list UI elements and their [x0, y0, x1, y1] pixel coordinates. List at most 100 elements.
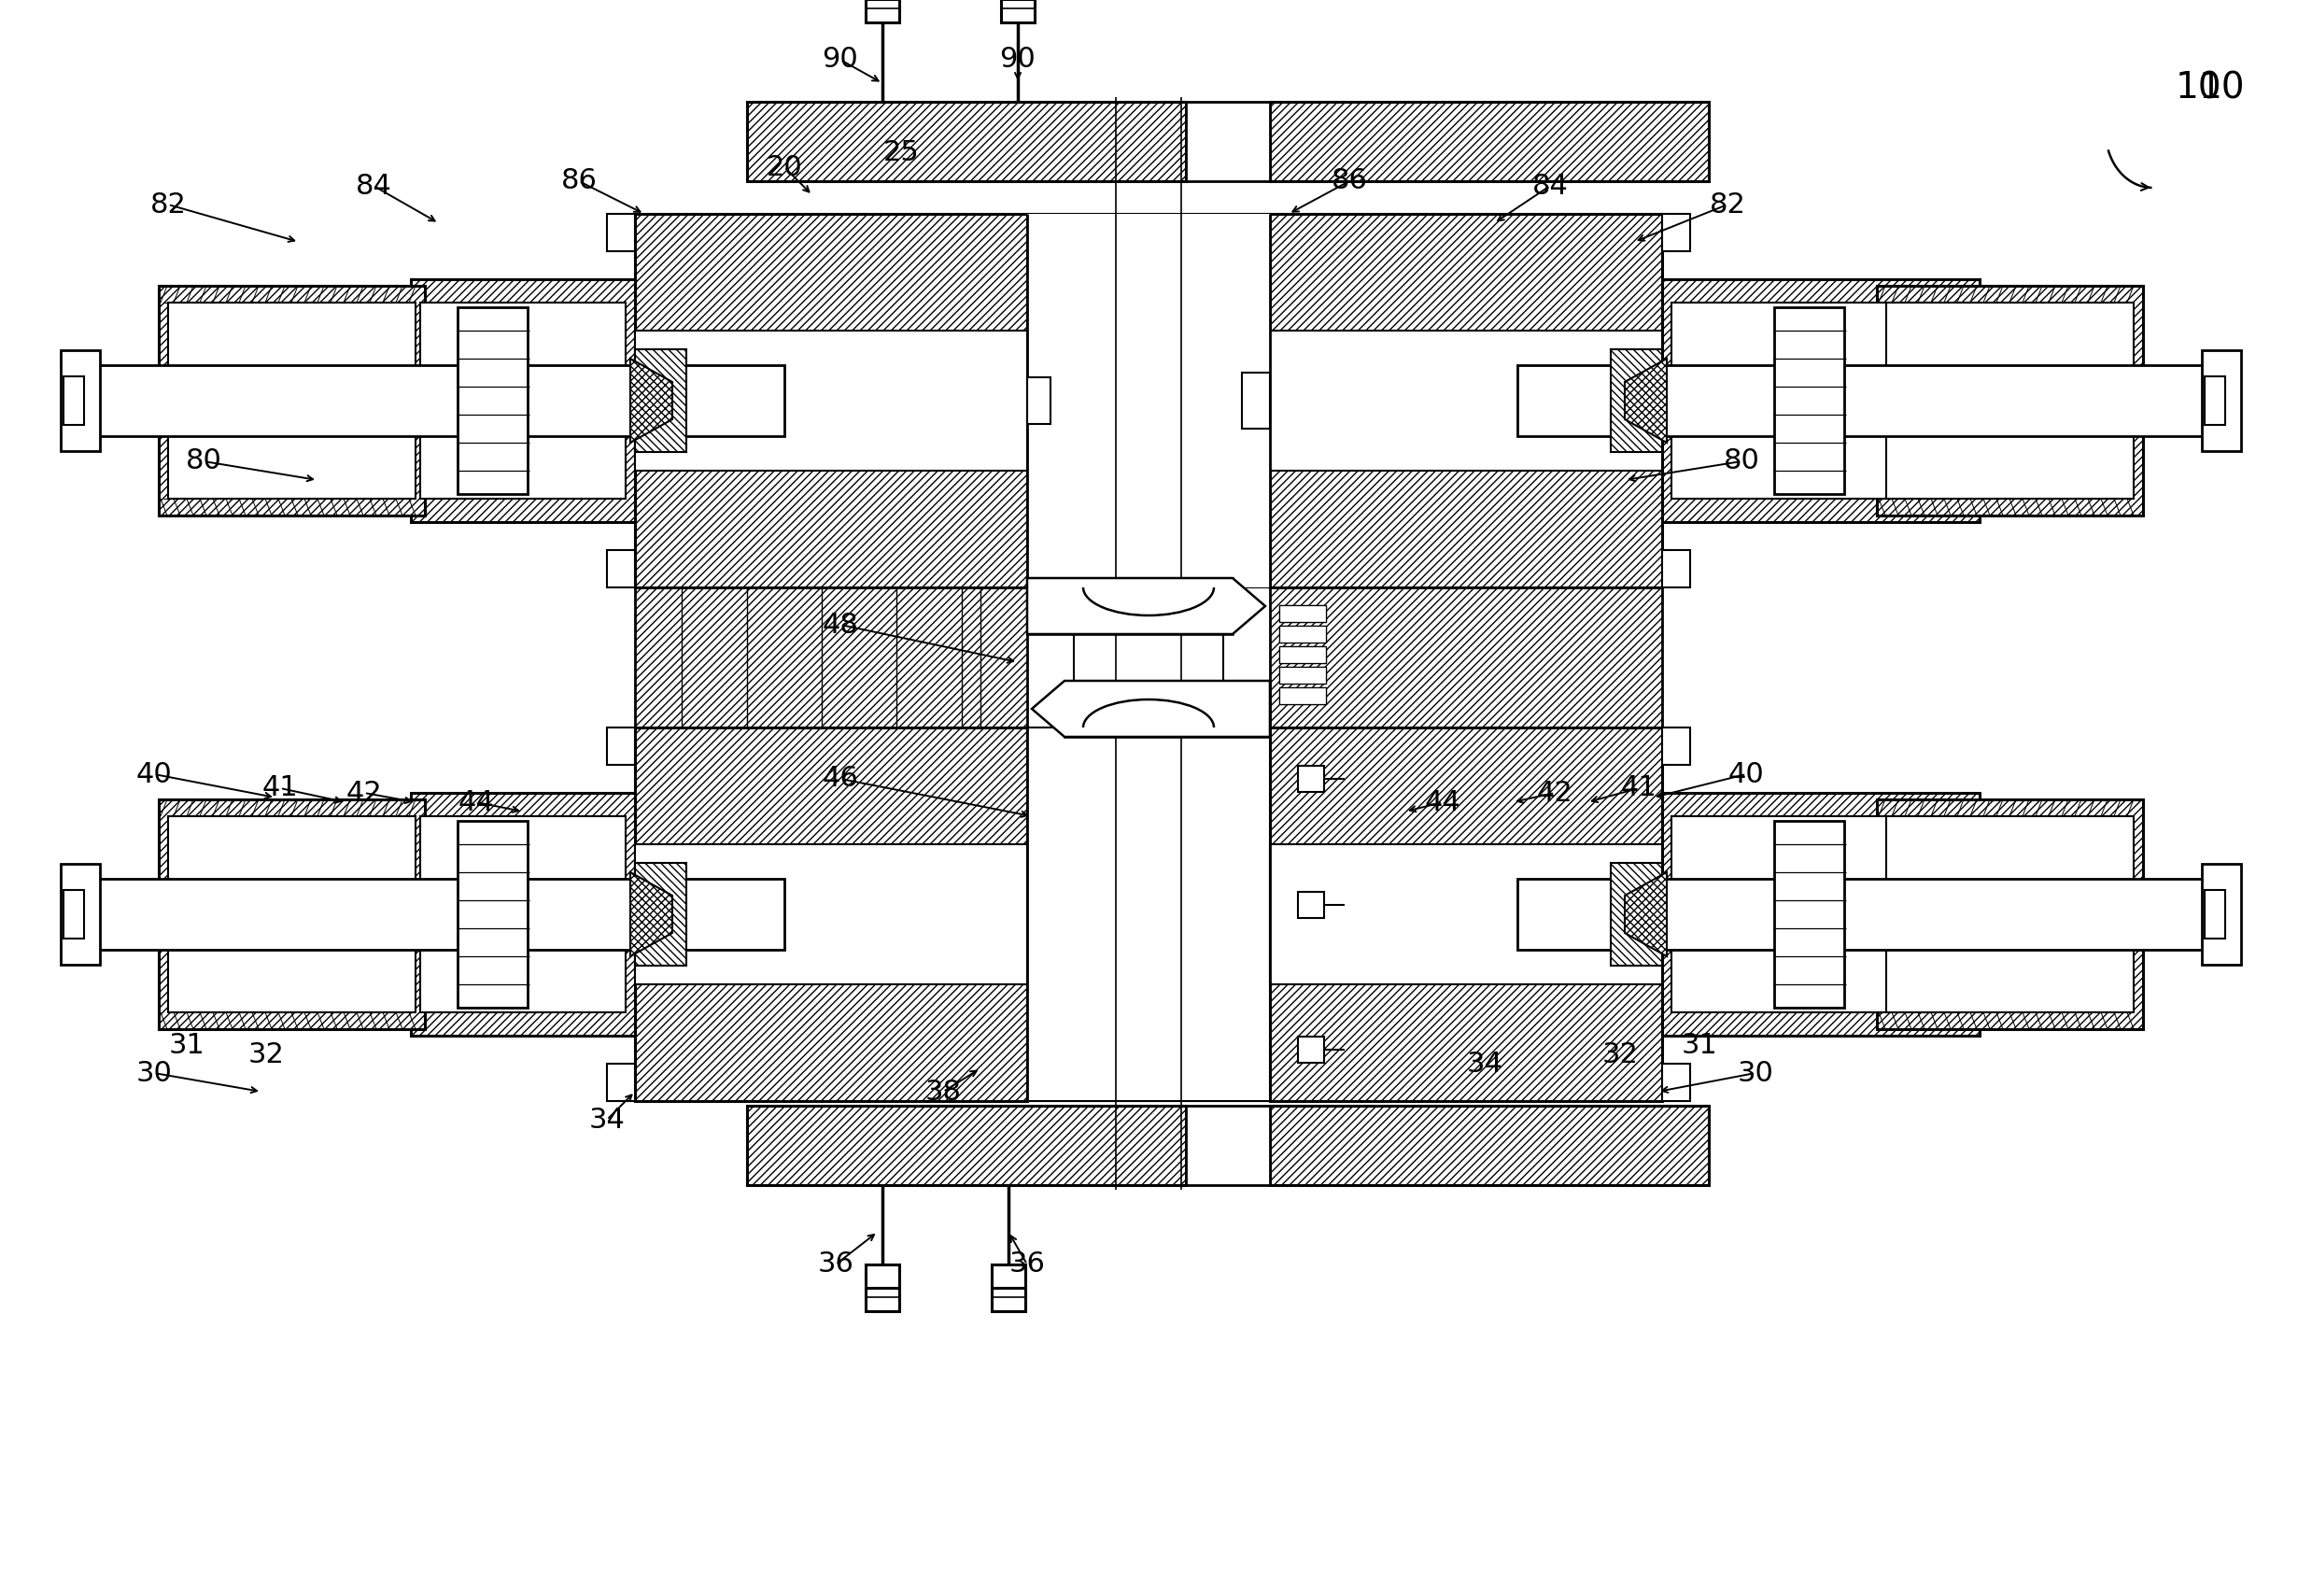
Bar	[94, 879, 784, 950]
Bar	[1611, 863, 1661, 966]
Bar	[634, 863, 687, 966]
Text: 90: 90	[823, 46, 859, 73]
Bar	[1073, 587, 1223, 728]
Text: 86: 86	[1331, 168, 1367, 195]
Bar	[1671, 816, 1969, 1012]
Bar	[457, 820, 529, 1007]
Bar	[1027, 728, 1271, 1101]
Text: 32: 32	[1602, 1041, 1638, 1068]
Bar	[1280, 646, 1326, 662]
Polygon shape	[607, 214, 634, 251]
Text: 80: 80	[1724, 448, 1760, 476]
Bar	[1517, 365, 2208, 436]
Bar	[64, 891, 85, 938]
Bar	[1027, 377, 1050, 425]
Text: 40: 40	[136, 761, 172, 788]
Bar	[1298, 1037, 1324, 1063]
Polygon shape	[1625, 359, 1666, 442]
Bar	[1271, 587, 1661, 728]
Bar	[634, 587, 1027, 728]
Text: 48: 48	[823, 611, 859, 638]
Text: 41: 41	[262, 774, 299, 801]
Bar	[1280, 667, 1326, 683]
Bar	[1280, 626, 1326, 643]
Bar	[1280, 646, 1326, 662]
Bar	[1186, 102, 1271, 182]
Bar	[1027, 578, 1232, 634]
Text: 84: 84	[356, 172, 391, 200]
Polygon shape	[607, 551, 634, 587]
Text: 84: 84	[1533, 172, 1567, 200]
Text: 82: 82	[149, 192, 186, 219]
Text: 36: 36	[818, 1251, 855, 1278]
Bar	[411, 793, 634, 1036]
Bar	[634, 214, 1027, 587]
Bar	[634, 350, 687, 452]
Text: 90: 90	[1000, 46, 1036, 73]
Polygon shape	[1661, 728, 1689, 764]
Bar	[1298, 892, 1324, 918]
Bar	[634, 330, 1027, 471]
Bar	[1661, 793, 1979, 1036]
Text: 80: 80	[186, 448, 221, 476]
Bar	[94, 365, 784, 436]
Bar	[60, 863, 99, 964]
Text: 20: 20	[765, 153, 802, 180]
Text: 31: 31	[1682, 1031, 1717, 1058]
Polygon shape	[630, 873, 673, 956]
Text: 44: 44	[457, 788, 494, 816]
Text: 32: 32	[248, 1041, 285, 1068]
Text: 82: 82	[1710, 192, 1746, 219]
Bar	[1877, 800, 2144, 1029]
Text: 30: 30	[1737, 1060, 1774, 1087]
Bar	[411, 279, 634, 522]
Bar	[1271, 728, 1661, 1101]
Bar	[1298, 766, 1324, 792]
Polygon shape	[1625, 873, 1666, 956]
Text: 40: 40	[1728, 761, 1765, 788]
Text: 44: 44	[1425, 788, 1462, 816]
Bar	[1280, 688, 1326, 704]
Bar	[866, 1264, 899, 1312]
Bar	[159, 800, 425, 1029]
Bar	[457, 308, 529, 495]
Text: 34: 34	[1466, 1050, 1503, 1077]
Polygon shape	[1032, 681, 1271, 737]
Text: 10: 10	[2176, 70, 2222, 105]
Bar	[1280, 605, 1326, 622]
Bar	[1186, 1106, 1271, 1186]
Bar	[1774, 308, 1845, 495]
Bar	[1611, 350, 1661, 452]
Bar	[2204, 377, 2224, 425]
Bar	[1280, 688, 1326, 704]
Bar	[1877, 286, 2144, 516]
Bar	[747, 102, 1186, 182]
Bar	[1280, 626, 1326, 643]
Bar	[421, 303, 625, 498]
Bar	[60, 350, 99, 452]
Bar	[1271, 214, 1661, 587]
Bar	[1271, 1106, 1710, 1186]
Text: 42: 42	[1537, 779, 1572, 806]
Bar	[1671, 303, 1969, 498]
Bar	[993, 1264, 1025, 1312]
Text: 46: 46	[823, 766, 859, 792]
Bar	[421, 816, 625, 1012]
Bar	[1027, 214, 1271, 587]
Bar	[1517, 879, 2208, 950]
Bar	[1280, 667, 1326, 683]
Bar	[634, 844, 1027, 985]
Polygon shape	[1027, 578, 1266, 634]
Text: 25: 25	[882, 139, 919, 166]
Bar	[1887, 303, 2133, 498]
Bar	[747, 1106, 1186, 1186]
Polygon shape	[1661, 1063, 1689, 1101]
Text: 42: 42	[347, 779, 381, 806]
Polygon shape	[630, 359, 673, 442]
Bar	[1002, 0, 1034, 22]
Text: 31: 31	[168, 1031, 205, 1058]
Bar	[168, 816, 416, 1012]
Bar	[1887, 816, 2133, 1012]
Bar	[64, 377, 85, 425]
Text: 10: 10	[2199, 70, 2245, 105]
